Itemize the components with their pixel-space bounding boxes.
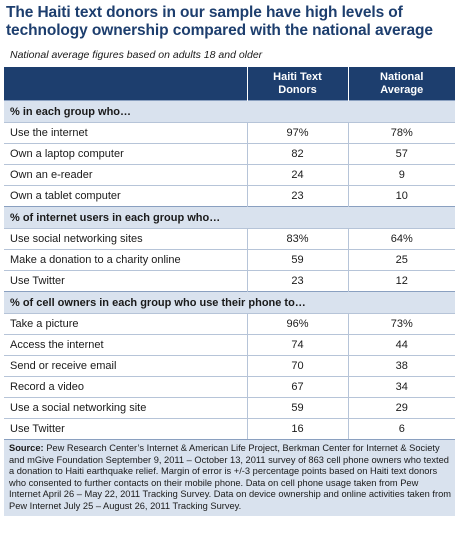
haiti-value: 23	[247, 185, 349, 207]
table-row: Make a donation to a charity online 59 2…	[4, 249, 455, 271]
section-heading: % of internet users in each group who…	[4, 206, 455, 229]
section-heading: % of cell owners in each group who use t…	[4, 291, 455, 314]
header-haiti-donors: Haiti Text Donors	[247, 67, 349, 101]
row-label: Use Twitter	[4, 418, 248, 439]
row-label: Make a donation to a charity online	[4, 249, 248, 271]
source-label: Source:	[9, 443, 44, 453]
section-heading: % in each group who…	[4, 100, 455, 123]
table-row: Send or receive email 70 38	[4, 355, 455, 377]
table-row: Access the internet 74 44	[4, 334, 455, 356]
header-haiti-line2: Donors	[278, 84, 317, 96]
haiti-value: 67	[247, 376, 349, 398]
header-haiti-line1: Haiti Text	[273, 71, 322, 83]
row-label: Use a social networking site	[4, 397, 248, 419]
row-label: Own a tablet computer	[4, 185, 248, 207]
source-note: Source: Pew Research Center’s Internet &…	[4, 439, 455, 516]
table-row: Use social networking sites 83% 64%	[4, 228, 455, 250]
row-label: Access the internet	[4, 334, 248, 356]
haiti-value: 74	[247, 334, 349, 356]
row-label: Use social networking sites	[4, 228, 248, 250]
table-row: Record a video 67 34	[4, 376, 455, 398]
national-value: 9	[348, 164, 455, 186]
row-label: Record a video	[4, 376, 248, 398]
haiti-value: 70	[247, 355, 349, 377]
national-value: 64%	[348, 228, 455, 250]
header-blank-cell	[4, 67, 248, 101]
header-national-average: National Average	[348, 67, 455, 101]
table-row: Use a social networking site 59 29	[4, 397, 455, 419]
table-row: Take a picture 96% 73%	[4, 313, 455, 335]
section-heading-row: % in each group who…	[4, 100, 455, 123]
haiti-value: 23	[247, 270, 349, 292]
table-row: Own a laptop computer 82 57	[4, 143, 455, 165]
national-value: 34	[348, 376, 455, 398]
table-row: Use the internet 97% 78%	[4, 122, 455, 144]
comparison-table: Haiti Text Donors National Average % in …	[4, 67, 455, 439]
row-label: Take a picture	[4, 313, 248, 335]
table-row: Use Twitter 23 12	[4, 270, 455, 292]
national-value: 10	[348, 185, 455, 207]
table-row: Own an e-reader 24 9	[4, 164, 455, 186]
national-value: 78%	[348, 122, 455, 144]
table-header-row: Haiti Text Donors National Average	[4, 67, 455, 101]
section-heading-row: % of cell owners in each group who use t…	[4, 291, 455, 314]
national-value: 12	[348, 270, 455, 292]
haiti-value: 82	[247, 143, 349, 165]
page-title: The Haiti text donors in our sample have…	[6, 4, 433, 39]
row-label: Use Twitter	[4, 270, 248, 292]
row-label: Use the internet	[4, 122, 248, 144]
section-heading-row: % of internet users in each group who…	[4, 206, 455, 229]
table-row: Own a tablet computer 23 10	[4, 185, 455, 207]
subtitle: National average figures based on adults…	[10, 49, 263, 61]
row-label: Send or receive email	[4, 355, 248, 377]
haiti-value: 59	[247, 249, 349, 271]
haiti-value: 16	[247, 418, 349, 439]
national-value: 6	[348, 418, 455, 439]
national-value: 29	[348, 397, 455, 419]
table-row: Use Twitter 16 6	[4, 418, 455, 439]
haiti-value: 59	[247, 397, 349, 419]
haiti-value: 24	[247, 164, 349, 186]
haiti-value: 83%	[247, 228, 349, 250]
national-value: 57	[348, 143, 455, 165]
source-text: Pew Research Center’s Internet & America…	[9, 443, 452, 511]
national-value: 38	[348, 355, 455, 377]
national-value: 44	[348, 334, 455, 356]
national-value: 73%	[348, 313, 455, 335]
header-national-line1: National	[380, 71, 424, 83]
national-value: 25	[348, 249, 455, 271]
header-national-line2: Average	[380, 84, 424, 96]
row-label: Own a laptop computer	[4, 143, 248, 165]
row-label: Own an e-reader	[4, 164, 248, 186]
haiti-value: 96%	[247, 313, 349, 335]
haiti-value: 97%	[247, 122, 349, 144]
